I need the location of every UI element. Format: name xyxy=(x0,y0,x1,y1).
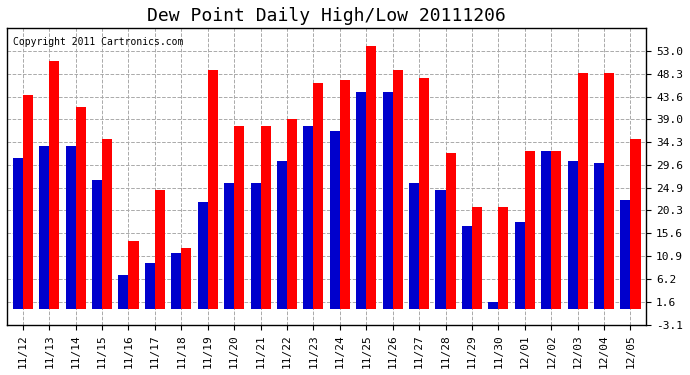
Bar xyxy=(304,126,313,309)
Bar xyxy=(462,226,472,309)
Bar xyxy=(578,73,588,309)
Bar xyxy=(49,61,59,309)
Bar xyxy=(604,73,614,309)
Bar xyxy=(92,180,102,309)
Bar xyxy=(515,222,525,309)
Bar xyxy=(250,183,261,309)
Bar xyxy=(541,151,551,309)
Bar xyxy=(102,139,112,309)
Bar xyxy=(498,207,509,309)
Bar xyxy=(525,151,535,309)
Bar xyxy=(12,158,23,309)
Bar xyxy=(551,151,561,309)
Bar xyxy=(39,146,49,309)
Bar xyxy=(155,190,165,309)
Bar xyxy=(198,202,208,309)
Bar xyxy=(277,160,287,309)
Bar xyxy=(313,82,324,309)
Bar xyxy=(208,70,218,309)
Bar xyxy=(261,126,270,309)
Bar xyxy=(119,275,128,309)
Bar xyxy=(419,78,429,309)
Bar xyxy=(568,160,578,309)
Text: Copyright 2011 Cartronics.com: Copyright 2011 Cartronics.com xyxy=(13,37,184,47)
Bar xyxy=(171,254,181,309)
Bar xyxy=(393,70,403,309)
Bar xyxy=(383,92,393,309)
Bar xyxy=(145,263,155,309)
Bar xyxy=(340,80,350,309)
Bar xyxy=(224,183,234,309)
Bar xyxy=(66,146,76,309)
Bar xyxy=(330,131,340,309)
Bar xyxy=(23,95,33,309)
Bar xyxy=(76,107,86,309)
Bar xyxy=(128,241,139,309)
Bar xyxy=(620,200,631,309)
Bar xyxy=(234,126,244,309)
Bar xyxy=(446,153,455,309)
Bar xyxy=(409,183,419,309)
Bar xyxy=(287,119,297,309)
Bar xyxy=(435,190,446,309)
Bar xyxy=(489,302,498,309)
Title: Dew Point Daily High/Low 20111206: Dew Point Daily High/Low 20111206 xyxy=(147,7,506,25)
Bar xyxy=(472,207,482,309)
Bar xyxy=(631,139,640,309)
Bar xyxy=(594,163,604,309)
Bar xyxy=(356,92,366,309)
Bar xyxy=(366,46,376,309)
Bar xyxy=(181,249,191,309)
